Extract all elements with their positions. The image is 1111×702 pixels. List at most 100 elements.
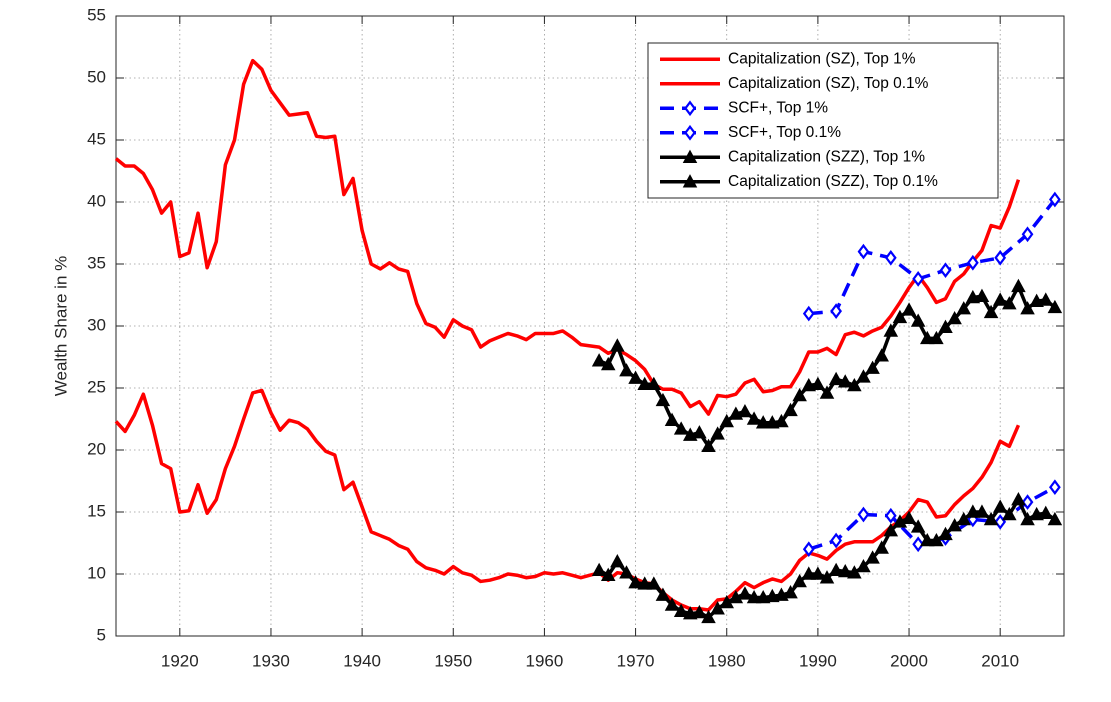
point xyxy=(974,288,990,302)
point xyxy=(929,330,944,345)
point xyxy=(892,309,908,324)
y-tick-label: 55 xyxy=(87,5,106,24)
point xyxy=(628,370,643,384)
point xyxy=(856,369,871,383)
point xyxy=(1047,299,1063,314)
point xyxy=(737,586,753,600)
y-tick-label: 35 xyxy=(87,253,106,272)
point xyxy=(637,576,652,590)
point xyxy=(1029,506,1044,521)
y-tick-label: 25 xyxy=(87,377,106,396)
point xyxy=(883,323,899,337)
point xyxy=(655,587,671,601)
point xyxy=(884,507,897,524)
point xyxy=(938,319,953,333)
point xyxy=(1011,492,1026,506)
point xyxy=(837,563,853,578)
point xyxy=(646,576,662,590)
x-tick-label: 2000 xyxy=(890,651,928,670)
point xyxy=(847,377,862,392)
point xyxy=(901,302,917,316)
point xyxy=(774,413,789,428)
point xyxy=(1002,506,1017,521)
point xyxy=(591,353,607,367)
point xyxy=(701,438,716,453)
point xyxy=(857,506,870,523)
y-tick-label: 20 xyxy=(87,439,106,458)
x-tick-label: 1940 xyxy=(343,651,381,670)
point xyxy=(673,421,689,435)
point xyxy=(1047,511,1063,526)
point xyxy=(1021,226,1034,243)
legend-label: SCF+, Top 1% xyxy=(728,99,828,116)
point xyxy=(901,510,917,524)
point xyxy=(765,415,780,429)
legend-label: Capitalization (SZZ), Top 0.1% xyxy=(728,173,938,190)
point xyxy=(610,338,625,352)
point xyxy=(965,289,981,304)
point xyxy=(591,562,607,577)
point xyxy=(992,292,1008,306)
point xyxy=(992,499,1008,513)
point xyxy=(912,536,925,553)
point xyxy=(619,565,634,579)
y-tick-label: 30 xyxy=(87,315,106,334)
point xyxy=(938,526,953,541)
y-tick-label: 40 xyxy=(87,191,106,210)
point xyxy=(664,597,680,611)
point xyxy=(801,566,817,580)
legend-label: SCF+, Top 0.1% xyxy=(728,124,841,141)
point xyxy=(920,532,935,547)
point xyxy=(956,301,971,315)
point xyxy=(692,425,707,439)
point xyxy=(792,387,807,402)
point xyxy=(719,413,734,428)
point xyxy=(912,271,925,287)
x-tick-label: 1970 xyxy=(617,651,655,670)
series-line xyxy=(114,388,1021,612)
point xyxy=(801,377,817,392)
point xyxy=(883,523,899,537)
y-tick-label: 45 xyxy=(87,129,106,148)
point xyxy=(819,385,835,399)
point xyxy=(974,504,990,518)
x-tick-label: 1990 xyxy=(799,651,837,670)
x-tick-label: 1950 xyxy=(434,651,472,670)
point xyxy=(810,566,826,580)
legend-marker xyxy=(682,149,698,163)
point xyxy=(600,356,616,371)
point xyxy=(874,348,889,362)
point xyxy=(728,589,744,604)
point xyxy=(710,426,725,440)
point xyxy=(983,511,999,526)
point xyxy=(673,603,689,617)
point xyxy=(819,570,835,584)
point xyxy=(646,376,662,391)
point xyxy=(947,310,962,325)
point xyxy=(939,262,952,279)
point xyxy=(994,249,1007,266)
legend-label: Capitalization (SZZ), Top 1% xyxy=(728,148,925,165)
legend-box xyxy=(647,42,999,199)
legend-marker xyxy=(684,100,696,117)
point xyxy=(746,411,762,425)
plot-frame xyxy=(115,15,1065,637)
point xyxy=(765,588,780,603)
point xyxy=(830,303,842,319)
y-tick-label: 50 xyxy=(87,67,106,86)
point xyxy=(965,504,981,518)
legend-marker xyxy=(684,124,696,141)
point xyxy=(856,558,871,573)
point xyxy=(755,415,771,429)
point xyxy=(966,254,979,271)
point xyxy=(783,402,798,417)
point xyxy=(830,532,842,549)
point xyxy=(892,514,908,528)
point xyxy=(664,412,680,426)
x-tick-label: 1960 xyxy=(526,651,564,670)
point xyxy=(983,304,999,319)
x-tick-label: 1980 xyxy=(708,651,746,670)
y-tick-label: 5 xyxy=(97,625,106,644)
legend-marker xyxy=(682,174,698,188)
